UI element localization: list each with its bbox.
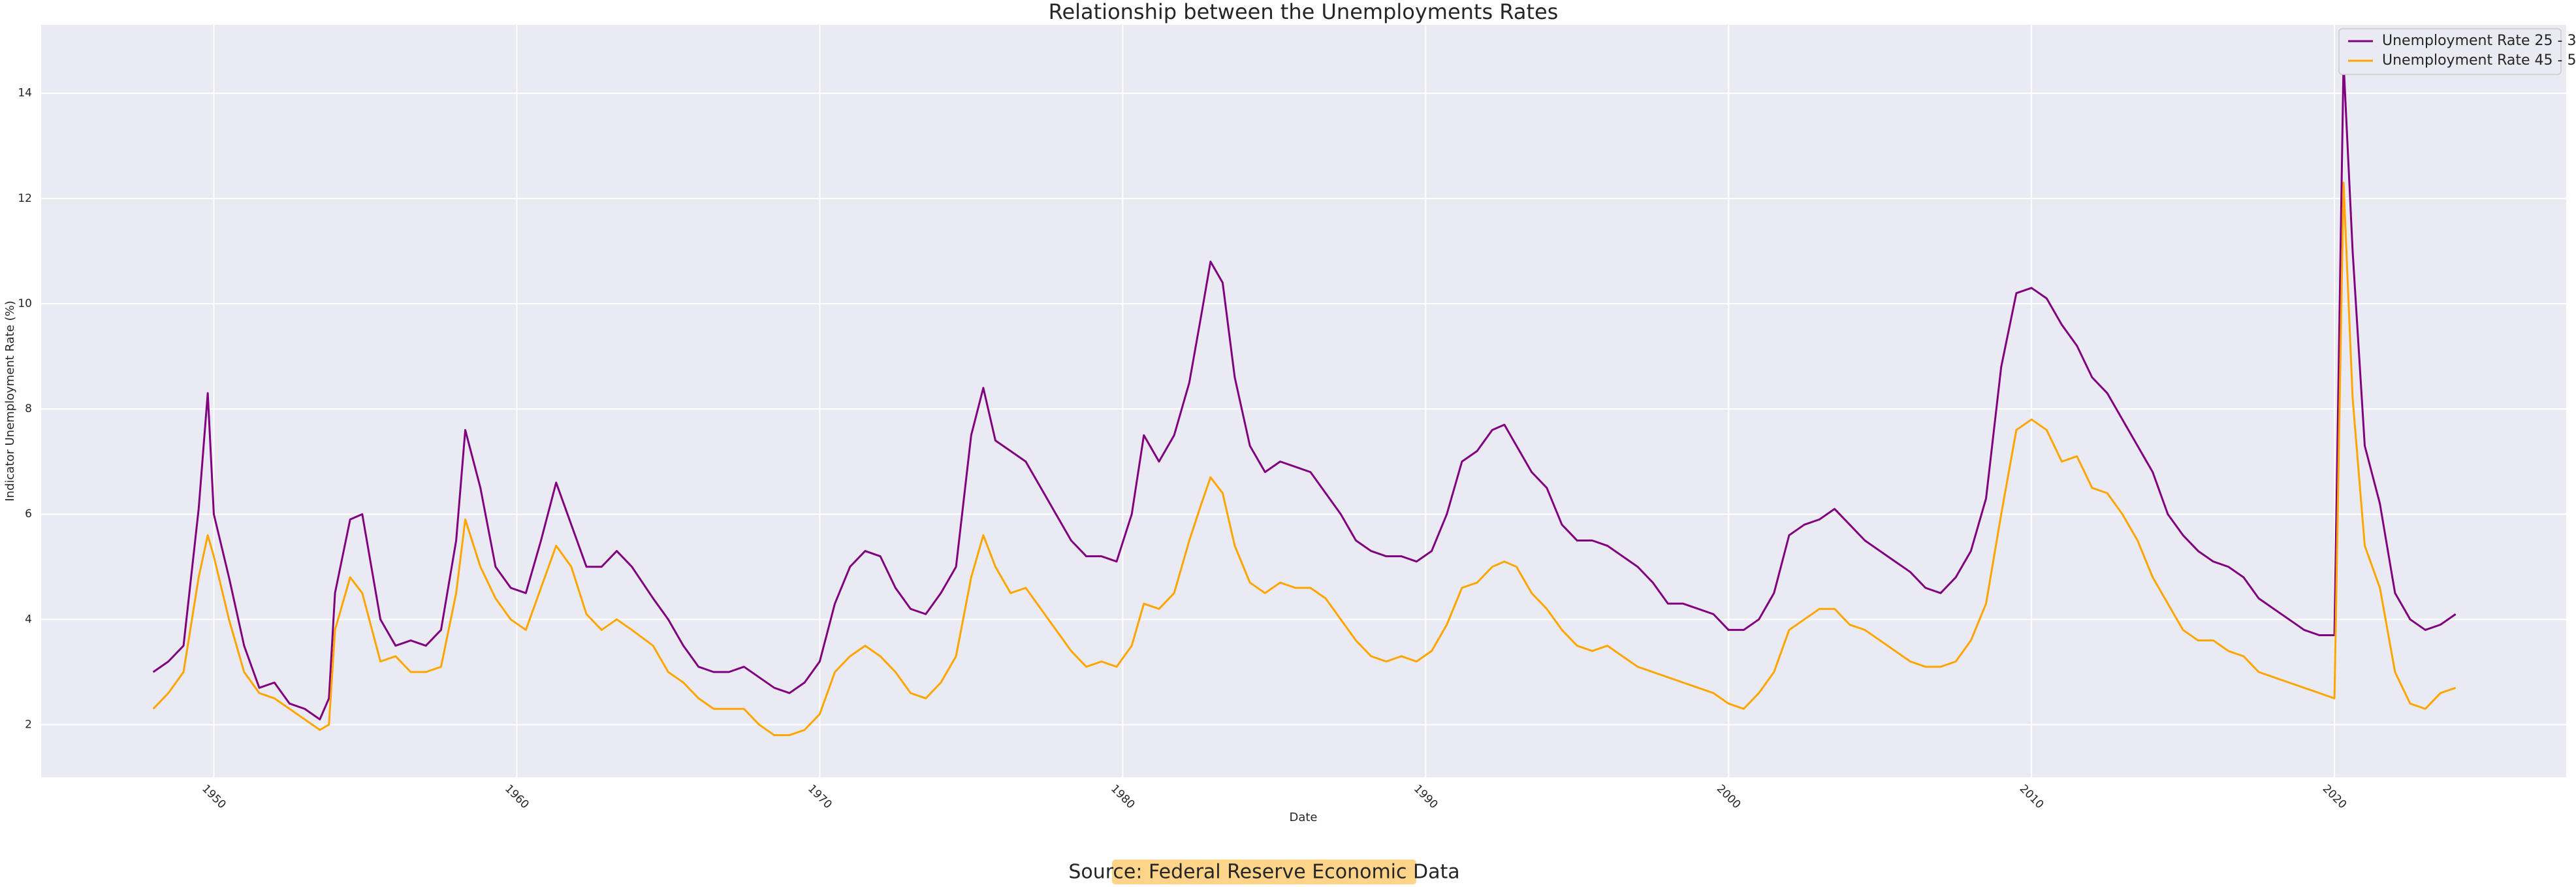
grid xyxy=(41,25,2566,777)
series-line xyxy=(152,60,2457,720)
x-tick-label: 2010 xyxy=(2017,782,2046,812)
y-axis-label: Indicator Unemployment Rate (%) xyxy=(3,300,17,502)
series-line xyxy=(152,182,2457,737)
y-tick-label: 6 xyxy=(25,508,32,521)
x-tick-label: 1990 xyxy=(1411,782,1440,812)
y-tick-label: 2 xyxy=(25,718,32,731)
legend-label: Unemployment Rate 45 - 54Y xyxy=(2382,52,2576,69)
source-box xyxy=(1112,860,1416,884)
legend-box xyxy=(2338,28,2562,75)
y-tick-label: 14 xyxy=(18,87,32,100)
x-tick-label: 1980 xyxy=(1108,782,1137,812)
marks xyxy=(152,60,2457,737)
chart-title: Relationship between the Unemployments R… xyxy=(1049,0,1559,24)
y-tick-label: 10 xyxy=(18,297,32,310)
y-tick-label: 8 xyxy=(25,402,32,415)
x-tick-label: 1950 xyxy=(199,782,229,812)
x-axis-label: Date xyxy=(1289,811,1317,824)
x-tick-label: 2000 xyxy=(1714,782,1743,812)
plot-area xyxy=(41,25,2566,777)
source-note: Source: Federal Reserve Economic Data xyxy=(1068,861,1459,884)
y-tick-label: 12 xyxy=(18,192,32,205)
x-tick-label: 1960 xyxy=(502,782,532,812)
legend-label: Unemployment Rate 25 - 34Y xyxy=(2382,33,2576,49)
x-tick-label: 2020 xyxy=(2320,782,2349,812)
y-tick-label: 4 xyxy=(25,613,32,626)
x-tick-label: 1970 xyxy=(805,782,835,812)
